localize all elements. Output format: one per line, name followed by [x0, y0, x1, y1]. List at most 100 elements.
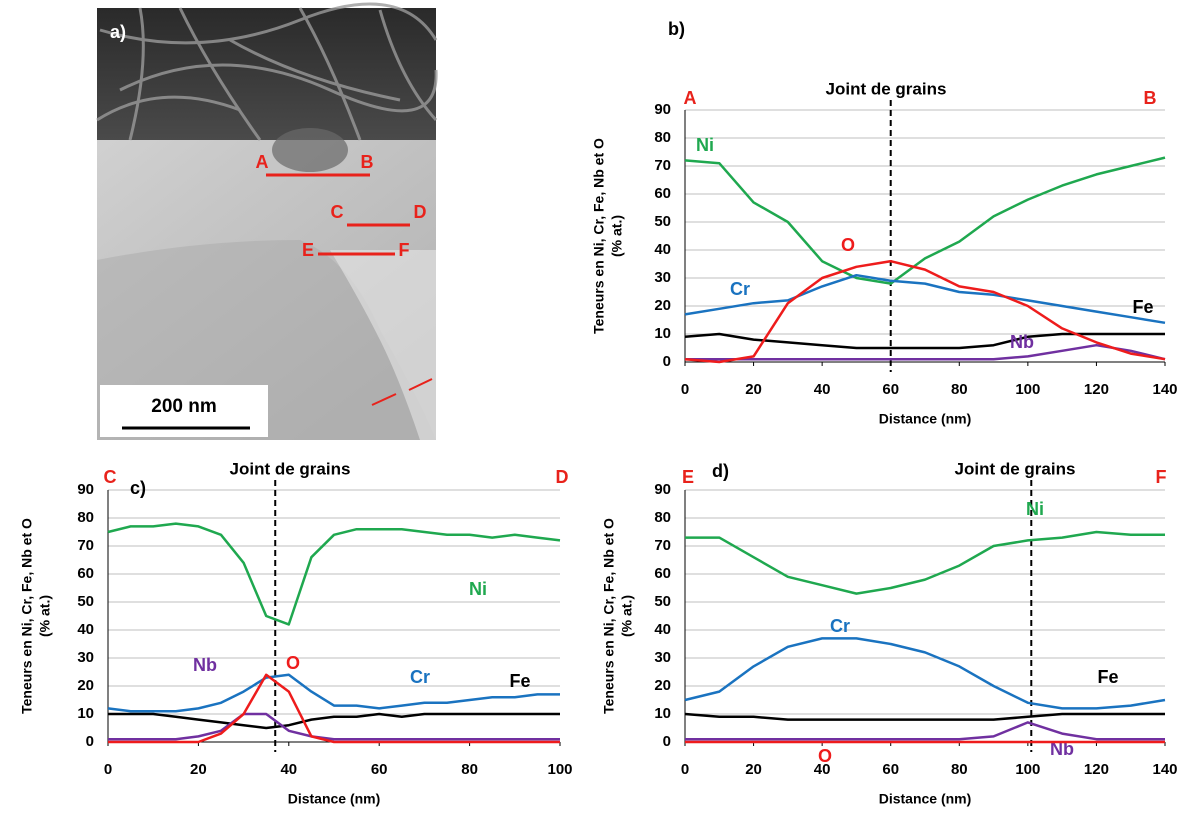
series-line — [685, 530, 1165, 595]
y-tick-label: 70 — [654, 157, 671, 174]
chart-title: Joint de grains — [230, 459, 351, 478]
y-tick-label: 40 — [654, 621, 671, 638]
y-tick-label: 40 — [654, 241, 671, 258]
chart: 0 10 20 30 40 50 60 70 80 90 0 20 40 60 80 100 120 140 Dis… — [601, 459, 1178, 806]
y-tick-label: 60 — [654, 565, 671, 582]
series-line — [684, 273, 1166, 325]
marker: C — [331, 202, 344, 222]
y-tick-label: 50 — [77, 593, 94, 610]
y-tick-label: 70 — [654, 537, 671, 554]
end-label: B — [1144, 88, 1157, 108]
y-tick-label: 30 — [654, 269, 671, 286]
y-tick-label: 0 — [663, 353, 671, 370]
y-tick-label: 90 — [654, 101, 671, 118]
series-line — [685, 343, 1166, 361]
y-tick-label: 0 — [663, 733, 671, 750]
panel-label: b) — [668, 19, 685, 39]
x-tick-label: 60 — [882, 761, 899, 778]
y-tick-label: 90 — [77, 481, 94, 498]
x-tick-label: 60 — [882, 381, 899, 398]
x-axis-label: Distance (nm) — [879, 791, 972, 807]
x-tick-label: 100 — [1015, 381, 1040, 398]
x-tick-label: 20 — [745, 381, 762, 398]
series-line — [684, 156, 1166, 285]
y-tick-label: 70 — [77, 537, 94, 554]
x-tick-label: 80 — [951, 761, 968, 778]
end-label: D — [556, 467, 569, 487]
end-label: A — [684, 88, 697, 108]
x-tick-label: 140 — [1152, 381, 1177, 398]
y-tick-label: 10 — [77, 705, 94, 722]
y-axis-unit: (% at.) — [609, 215, 625, 257]
marker: D — [414, 202, 427, 222]
series-label: Ni — [1026, 499, 1044, 519]
panel-label: d) — [712, 461, 729, 481]
x-tick-label: 40 — [280, 761, 297, 778]
y-tick-label: 60 — [77, 565, 94, 582]
y-tick-label: 10 — [654, 325, 671, 342]
x-tick-label: 80 — [951, 381, 968, 398]
panel-label: c) — [130, 478, 146, 498]
x-tick-label: 40 — [814, 381, 831, 398]
series-label: Nb — [1050, 739, 1074, 759]
series-line — [108, 712, 560, 741]
marker: A — [256, 152, 269, 172]
series-line — [108, 712, 560, 730]
series-line — [684, 712, 1165, 721]
series-label: Fe — [1132, 297, 1153, 317]
series-label: Fe — [509, 671, 530, 691]
x-tick-label: 100 — [547, 761, 572, 778]
series-label: O — [818, 746, 832, 766]
y-tick-label: 20 — [654, 677, 671, 694]
y-tick-label: 90 — [654, 481, 671, 498]
series-label: Cr — [830, 616, 850, 636]
series-label: Nb — [1010, 332, 1034, 352]
y-tick-label: 10 — [654, 705, 671, 722]
end-label: F — [1156, 467, 1167, 487]
series-line — [107, 673, 560, 713]
x-tick-label: 0 — [104, 761, 112, 778]
end-label: C — [104, 467, 117, 487]
series-label: O — [841, 235, 855, 255]
series-label: Cr — [410, 667, 430, 687]
marker: E — [302, 240, 314, 260]
chart-title: Joint de grains — [955, 459, 1076, 478]
y-tick-label: 50 — [654, 593, 671, 610]
y-tick-label: 30 — [77, 649, 94, 666]
x-tick-label: 100 — [1015, 761, 1040, 778]
series-line — [107, 522, 561, 626]
series-label: Ni — [696, 135, 714, 155]
marker: F — [399, 240, 410, 260]
x-tick-label: 140 — [1152, 761, 1177, 778]
micrograph: a) Surface A B C D E F 200 nm — [96, 2, 523, 500]
x-tick-label: 20 — [745, 761, 762, 778]
series-label: O — [286, 653, 300, 673]
x-tick-label: 80 — [461, 761, 478, 778]
x-tick-label: 40 — [814, 761, 831, 778]
x-axis-label: Distance (nm) — [879, 411, 972, 427]
x-tick-label: 0 — [681, 761, 689, 778]
panel-label: a) — [110, 22, 126, 42]
y-tick-label: 60 — [654, 185, 671, 202]
x-tick-label: 60 — [371, 761, 388, 778]
y-axis-label: Teneurs en Ni, Cr, Fe, Nb et O — [19, 518, 35, 714]
y-tick-label: 20 — [77, 677, 94, 694]
surface-label: Surface — [450, 103, 523, 125]
series-line — [685, 721, 1165, 741]
x-tick-label: 0 — [681, 381, 689, 398]
series-line — [108, 673, 560, 744]
y-axis-unit: (% at.) — [37, 595, 53, 637]
y-tick-label: 50 — [654, 213, 671, 230]
scale-label: 200 nm — [151, 396, 216, 417]
y-tick-label: 20 — [654, 297, 671, 314]
y-tick-label: 80 — [654, 509, 671, 526]
chart: 0 10 20 30 40 50 60 70 80 90 0 20 40 60 80 100 Distance … — [19, 459, 573, 806]
y-tick-label: 80 — [77, 509, 94, 526]
y-tick-label: 0 — [86, 733, 94, 750]
series-line — [684, 259, 1166, 364]
series-label: Ni — [469, 579, 487, 599]
y-axis-label: Teneurs en Ni, Cr, Fe, Nb et O — [601, 518, 617, 714]
y-axis-unit: (% at.) — [619, 595, 635, 637]
chart-title: Joint de grains — [826, 79, 947, 98]
series-line — [684, 637, 1166, 710]
